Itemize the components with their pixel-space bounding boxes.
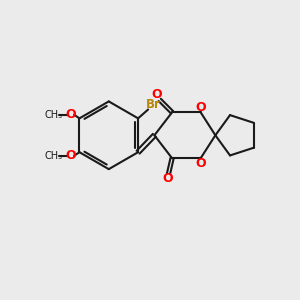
Text: O: O — [196, 101, 206, 114]
Text: CH₃: CH₃ — [44, 110, 63, 120]
Text: O: O — [163, 172, 173, 185]
Text: CH₃: CH₃ — [44, 151, 63, 161]
Text: Br: Br — [146, 98, 160, 111]
Text: O: O — [66, 108, 76, 121]
Text: O: O — [196, 157, 206, 170]
Text: O: O — [66, 149, 76, 162]
Text: O: O — [152, 88, 162, 101]
